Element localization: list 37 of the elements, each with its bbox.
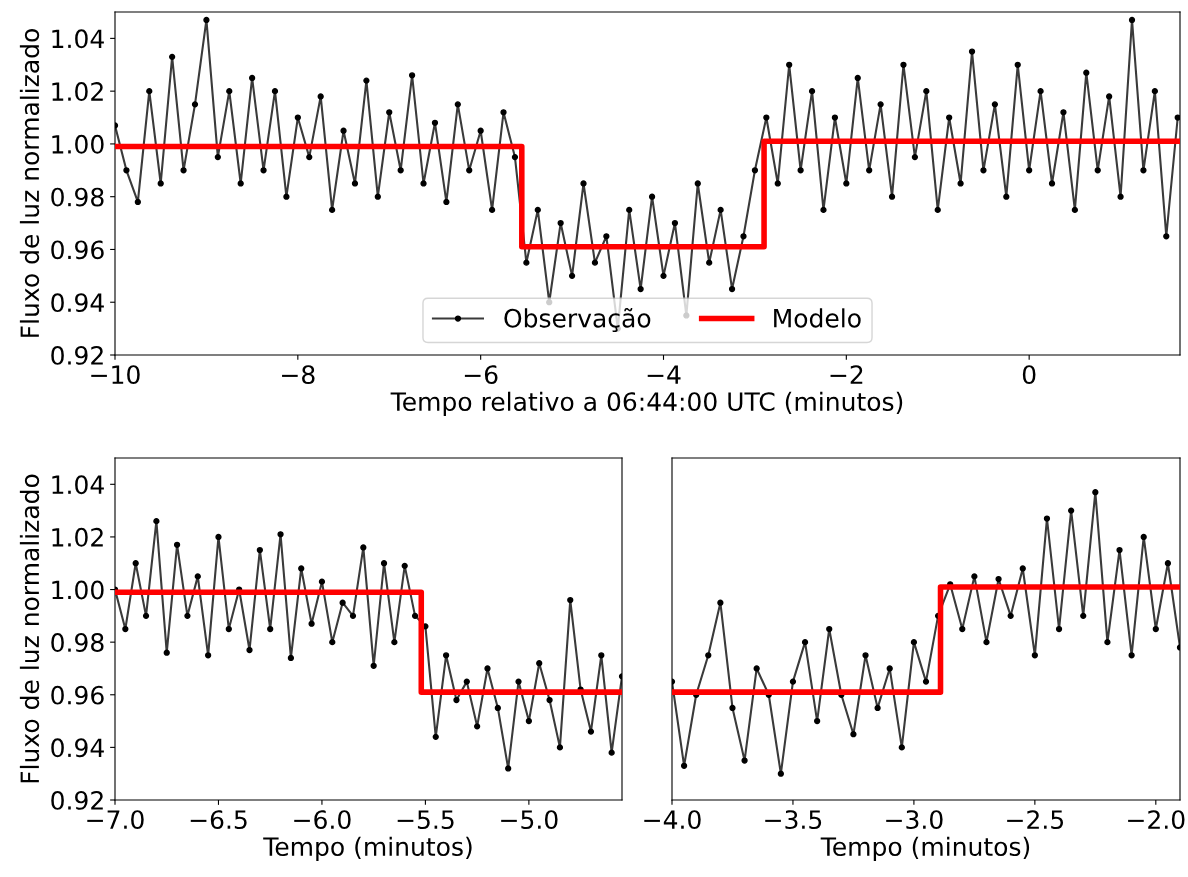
y-axis-title: Fluxo de luz normalizado	[19, 29, 40, 337]
legend-label: Observação	[504, 307, 651, 333]
y-tick-label: 0.94	[51, 738, 104, 758]
x-tick-label: −7.0	[87, 810, 144, 830]
x-tick-label: −6.0	[294, 810, 351, 830]
y-tick-label: 1.02	[52, 82, 103, 102]
x-axis-title: Tempo relativo a 06:44:00 UTC (minutos)	[390, 391, 903, 416]
y-tick-label: 1.00	[52, 134, 104, 154]
x-tick-label: −5.5	[397, 810, 454, 830]
y-tick-label: 1.04	[52, 475, 104, 495]
y-tick-label: 0.92	[51, 790, 103, 810]
x-tick-label: −4	[647, 365, 681, 384]
y-tick-label: 0.98	[51, 633, 104, 653]
x-axis-title: Tempo (minutos)	[820, 836, 1030, 861]
x-tick-label: −2.5	[1007, 810, 1064, 830]
legend-label: Modelo	[774, 308, 861, 328]
x-tick-label: −6	[464, 365, 498, 385]
x-tick-label: −10	[91, 365, 140, 385]
x-tick-label: −8	[282, 365, 315, 385]
y-tick-label: 1.04	[52, 29, 104, 49]
x-tick-label: 0	[1022, 365, 1036, 385]
x-tick-label: −6.5	[190, 810, 247, 830]
x-tick-label: −3.0	[886, 810, 943, 830]
y-tick-label: 0.96	[51, 685, 104, 705]
x-tick-label: −3.5	[765, 810, 822, 830]
y-tick-label: 1.02	[52, 527, 103, 547]
y-tick-label: 0.92	[51, 345, 103, 365]
x-tick-label: −2.0	[1128, 810, 1185, 830]
y-axis-title: Fluxo de luz normalizado	[19, 474, 40, 783]
x-tick-label: −4.0	[644, 810, 701, 830]
y-tick-label: 0.94	[51, 293, 104, 313]
x-tick-label: −2	[830, 365, 863, 384]
x-tick-label: −5.0	[501, 810, 558, 830]
x-axis-title: Tempo (minutos)	[263, 836, 472, 861]
y-tick-label: 1.00	[52, 580, 104, 600]
y-tick-label: 0.98	[51, 187, 104, 207]
y-tick-label: 0.96	[51, 240, 104, 260]
